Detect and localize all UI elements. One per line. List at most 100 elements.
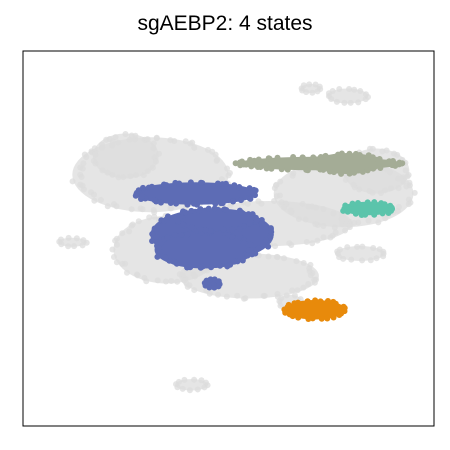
- state-teal-cluster-0: [340, 199, 396, 219]
- state-blue-cluster-0-point: [212, 200, 219, 207]
- state-gray-cluster-0-point: [247, 156, 254, 163]
- background-right-upper-lobe-point: [394, 151, 401, 158]
- background-lower-band-point: [311, 279, 318, 286]
- background-bottom-island-point: [191, 376, 198, 383]
- background-left-upper-lobe-point: [149, 164, 156, 171]
- state-orange-cluster-0-point: [324, 315, 331, 322]
- state-orange-cluster-0-point: [341, 305, 348, 312]
- background-left-island-point: [65, 234, 72, 241]
- background-center-band-point: [255, 198, 262, 205]
- state-blue-cluster-0-point: [219, 200, 226, 207]
- state-blue-cluster-1-point: [265, 243, 272, 250]
- state-blue-cluster-2-body: [154, 231, 254, 269]
- background-left-lower-tail-point: [146, 214, 153, 221]
- background-left-main-mass-point: [80, 160, 87, 167]
- background-right-large-mass-point: [375, 219, 382, 226]
- background-center-band-point: [314, 237, 321, 244]
- background-right-large-mass-point: [287, 207, 294, 214]
- background-left-lower-tail-point: [119, 230, 126, 237]
- background-right-large-mass-point: [277, 178, 284, 185]
- background-left-main-mass-point: [191, 144, 198, 151]
- background-left-island-point: [79, 242, 86, 249]
- background-left-lower-tail-point: [141, 275, 148, 282]
- state-orange-cluster-0-point: [304, 298, 311, 305]
- background-left-main-mass-point: [128, 206, 135, 213]
- state-blue-cluster-1-point: [262, 237, 269, 244]
- background-left-main-mass-point: [212, 151, 219, 158]
- state-blue-cluster-2-point: [245, 247, 252, 254]
- state-teal-cluster-0-point: [342, 202, 349, 209]
- state-gray-cluster-1-point: [338, 170, 345, 177]
- state-orange-cluster-0-point: [332, 300, 339, 307]
- background-right-mid-island-point: [359, 257, 366, 264]
- background-lower-right-island-point: [291, 292, 298, 299]
- background-center-band-point: [327, 234, 334, 241]
- state-blue-cluster-0-point: [139, 193, 146, 200]
- state-gray-cluster-0-point: [263, 165, 270, 172]
- state-blue-cluster-0-point: [214, 180, 221, 187]
- state-blue-cluster-1-point: [268, 228, 275, 235]
- state-gray-cluster-0-point: [278, 166, 285, 173]
- background-left-upper-lobe-point: [127, 173, 134, 180]
- background-left-lower-tail-point: [162, 278, 169, 285]
- background-right-mid-island-point: [359, 243, 366, 250]
- background-left-upper-lobe-point: [120, 174, 127, 181]
- state-blue-cluster-0: [132, 179, 259, 208]
- background-left-upper-lobe-point: [99, 141, 106, 148]
- state-orange-cluster-0-point: [324, 297, 331, 304]
- background-bottom-island-point: [186, 387, 193, 394]
- state-orange-cluster-0-point: [330, 314, 337, 321]
- state-blue-cluster-0-point: [184, 201, 191, 208]
- state-gray-cluster-0-point: [299, 154, 306, 161]
- background-top-right-tiny-point: [306, 81, 313, 88]
- background-right-large-mass-point: [394, 207, 401, 214]
- state-blue-cluster-3-point: [188, 224, 195, 231]
- state-orange-cluster-0-point: [336, 312, 343, 319]
- state-gray-cluster-0-point: [248, 163, 255, 170]
- background-left-upper-lobe-point: [150, 140, 157, 147]
- background-left-lower-tail-point: [119, 260, 126, 267]
- state-blue-cluster-0-point: [157, 199, 164, 206]
- state-gray-cluster-0-point: [243, 161, 250, 168]
- background-left-upper-lobe-point: [90, 157, 97, 164]
- background-right-upper-lobe-point: [402, 167, 409, 174]
- background-left-upper-lobe-point: [140, 172, 147, 179]
- background-left-main-mass-point: [189, 139, 196, 146]
- state-blue-cluster-0-point: [236, 184, 243, 191]
- background-right-large-mass-point: [312, 220, 319, 227]
- background-bottom-island-point: [181, 376, 188, 383]
- background-left-main-mass-point: [167, 137, 174, 144]
- background-right-upper-lobe-point: [369, 145, 376, 152]
- background-right-large-mass-point: [382, 215, 389, 222]
- state-blue-cluster-3-point: [236, 226, 243, 233]
- background-left-lower-tail-point: [135, 218, 142, 225]
- background-bottom-island: [173, 376, 211, 394]
- state-gray-cluster-0-point: [274, 154, 281, 161]
- background-left-island-point: [80, 237, 87, 244]
- background-right-upper-lobe-point: [395, 185, 402, 192]
- background-left-upper-lobe-point: [144, 136, 151, 143]
- background-lower-right-island-point: [278, 295, 285, 302]
- state-blue-cluster-3-point: [188, 207, 195, 214]
- background-left-upper-lobe-point: [91, 145, 98, 152]
- background-top-right-small-point: [341, 99, 348, 106]
- background-right-mid-island: [334, 243, 387, 264]
- background-lower-band-point: [176, 271, 183, 278]
- background-left-main-mass-point: [182, 138, 189, 145]
- background-bottom-island-point: [179, 385, 186, 392]
- background-left-upper-lobe-point: [109, 171, 116, 178]
- state-gray-cluster-1-point: [346, 150, 353, 157]
- background-lower-band-point: [300, 284, 307, 291]
- background-center-band-point: [320, 234, 327, 241]
- background-lower-band-point: [281, 255, 288, 262]
- background-right-large-mass-point: [320, 222, 327, 229]
- background-right-large-mass-point: [331, 224, 338, 231]
- background-top-right-tiny-point: [309, 89, 316, 96]
- state-gray-cluster-1-point: [346, 170, 353, 177]
- background-lower-band-point: [215, 291, 222, 298]
- chart-title: sgAEBP2: 4 states: [137, 12, 313, 35]
- state-blue-cluster-2-point: [171, 258, 178, 265]
- state-gray-cluster-1-point: [326, 168, 333, 175]
